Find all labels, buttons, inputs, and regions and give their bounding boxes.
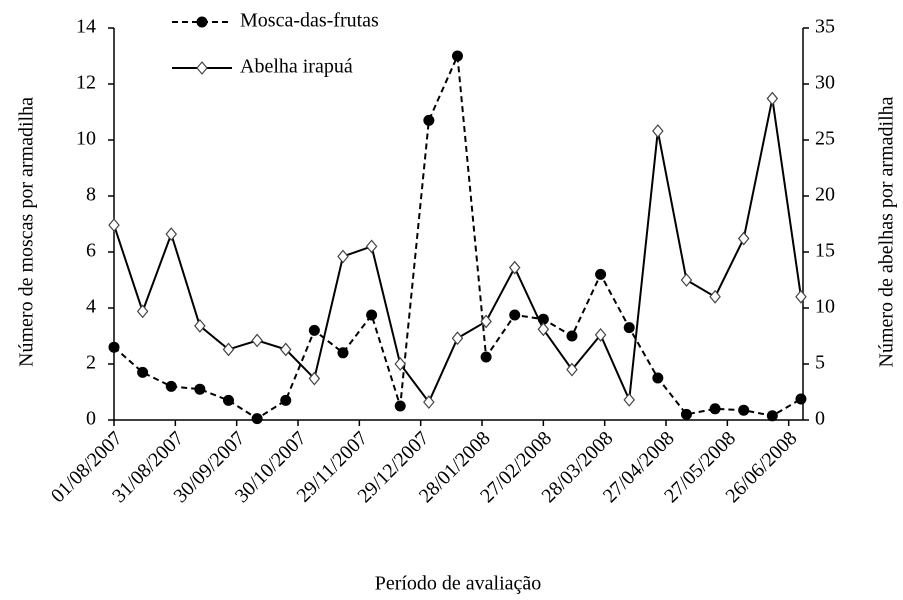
data-point	[194, 318, 206, 333]
y2-tick-label: 35	[815, 16, 835, 38]
data-point	[194, 383, 206, 395]
y2-tick-label: 0	[815, 408, 825, 430]
data-point	[137, 366, 149, 378]
data-point	[165, 380, 177, 392]
data-point	[337, 249, 349, 264]
data-point	[222, 394, 234, 406]
data-point	[766, 410, 778, 422]
data-point	[108, 341, 120, 353]
y-tick-label: 14	[76, 16, 96, 38]
data-point	[366, 309, 378, 321]
data-point	[623, 322, 635, 334]
y2-tick-label: 10	[815, 296, 835, 318]
data-point	[795, 393, 807, 405]
data-point	[451, 50, 463, 62]
data-point	[108, 218, 120, 233]
y-tick-label: 0	[86, 408, 96, 430]
data-point	[766, 91, 779, 106]
data-point	[222, 342, 235, 357]
legend-label: Abelha irapuá	[240, 56, 353, 78]
data-point	[279, 342, 292, 357]
data-point	[480, 314, 492, 329]
series-line	[113, 52, 802, 420]
y2-tick-label: 20	[815, 184, 835, 206]
data-point	[795, 289, 807, 304]
data-point	[537, 322, 550, 337]
y-tick-label: 4	[86, 296, 96, 318]
data-point	[480, 351, 492, 363]
data-point	[394, 400, 406, 412]
y2-axis-title: Número de abelhas por armadilha	[876, 96, 898, 367]
y-tick-label: 6	[86, 240, 96, 262]
data-point	[394, 357, 407, 371]
data-point	[566, 362, 578, 377]
y2-tick-label: 30	[815, 72, 835, 94]
x-axis-title: Período de avaliação	[375, 573, 542, 595]
data-point	[509, 309, 521, 321]
data-point	[623, 392, 635, 407]
data-point	[423, 395, 435, 410]
data-point	[508, 260, 521, 275]
legend-label: Mosca-das-frutas	[240, 10, 379, 32]
data-point	[680, 408, 692, 420]
data-point	[308, 371, 321, 386]
data-point	[451, 331, 464, 346]
data-point	[423, 114, 435, 126]
data-point	[595, 268, 607, 280]
y-tick-label: 12	[76, 72, 96, 94]
data-point	[136, 304, 149, 319]
y2-tick-label: 5	[815, 352, 825, 374]
data-point	[566, 330, 578, 342]
data-point	[738, 404, 750, 416]
data-point	[280, 394, 292, 406]
data-point	[680, 273, 693, 287]
legend-marker	[196, 16, 208, 28]
data-point	[652, 372, 664, 384]
data-point	[365, 239, 378, 254]
series-line	[113, 98, 802, 405]
data-point	[337, 347, 349, 359]
y2-tick-label: 15	[815, 240, 835, 262]
legend-marker	[196, 61, 208, 75]
data-point	[251, 333, 263, 348]
y-tick-label: 2	[86, 352, 96, 374]
y2-tick-label: 25	[815, 128, 835, 150]
data-point	[737, 231, 750, 246]
data-point	[709, 289, 721, 304]
data-point	[594, 327, 607, 342]
data-point	[709, 403, 721, 415]
data-point	[251, 413, 263, 425]
y-tick-label: 8	[86, 184, 96, 206]
data-point	[165, 227, 178, 242]
data-point	[652, 124, 664, 138]
y-axis-title: Número de moscas por armadilha	[16, 97, 38, 367]
y-tick-label: 10	[76, 128, 96, 150]
data-point	[308, 324, 320, 336]
